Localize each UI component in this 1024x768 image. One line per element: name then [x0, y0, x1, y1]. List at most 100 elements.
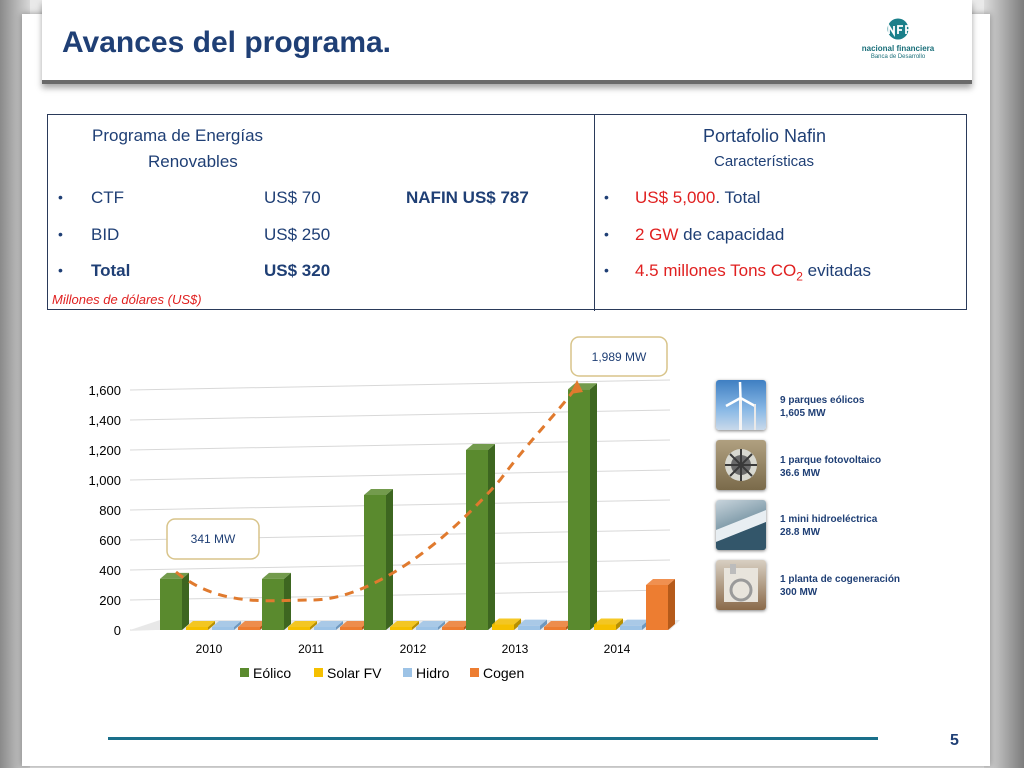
feature-co2-subscript: 2 — [796, 269, 803, 284]
project-solar: 1 parque fotovoltaico 36.6 MW — [780, 454, 881, 480]
row-bid-name: BID — [91, 225, 120, 244]
feature-capacity-value: 2 GW — [635, 225, 679, 244]
y-tick-label: 800 — [99, 503, 121, 518]
slide-header — [42, 0, 972, 84]
growth-trend-arrow — [175, 385, 579, 603]
legend-label: Eólico — [253, 665, 291, 681]
bar-top — [364, 489, 393, 495]
bar-eólico-2011 — [262, 578, 284, 630]
bar-side — [488, 444, 495, 630]
feature-capacity-text: de capacidad — [678, 225, 785, 244]
bar-solar-fv-2012 — [390, 627, 412, 630]
project-cogen-line2: 300 MW — [780, 587, 818, 598]
row-ctf-name: CTF — [91, 188, 125, 207]
logo-name: nacional financiera — [861, 44, 935, 53]
bar-side — [208, 621, 215, 630]
feature-investment-text: . Total — [715, 188, 761, 207]
project-cogen-line1: 1 planta de cogeneración — [780, 574, 901, 585]
x-tick-label: 2011 — [298, 642, 324, 656]
x-tick-label: 2013 — [502, 642, 529, 656]
bar-cogen-2014 — [646, 585, 668, 630]
growth-arrowhead — [570, 380, 583, 394]
grid-line — [129, 379, 671, 391]
x-tick-label: 2010 — [196, 642, 223, 656]
left-header-line1: Programa de Energías — [92, 126, 264, 145]
nafin-logo-icon — [887, 18, 911, 40]
bar-top — [288, 621, 317, 627]
bullet: • — [58, 226, 63, 242]
hydro-dam-icon — [716, 510, 766, 550]
legend-label: Solar FV — [327, 665, 382, 681]
bar-side — [386, 489, 393, 630]
project-wind-line1: 9 parques eólicos — [780, 395, 865, 406]
y-tick-label: 1,200 — [88, 443, 121, 458]
bar-top — [646, 579, 675, 585]
x-tick-label: 2012 — [400, 642, 427, 656]
bar-top — [492, 618, 521, 625]
bar-cogen-2012 — [442, 627, 464, 630]
bar-top — [466, 444, 495, 450]
bullet: • — [604, 262, 609, 278]
chart-x-axis: 2010 2011 2012 2013 2014 — [196, 642, 631, 656]
bar-top — [594, 618, 623, 625]
project-hydro-line2: 28.8 MW — [780, 527, 821, 538]
bullet: • — [58, 262, 63, 278]
bar-cogen-2011 — [340, 627, 362, 630]
info-table: Programa de Energías Renovables Portafol… — [47, 114, 967, 311]
right-shadow — [984, 0, 1024, 768]
bullet: • — [58, 189, 63, 205]
right-subheader: Características — [714, 153, 815, 170]
page-title: Avances del programa. — [62, 26, 392, 59]
row-total-name: Total — [91, 261, 131, 280]
bar-cogen-2013 — [544, 627, 566, 630]
footer-line — [108, 737, 878, 740]
callout-box-start — [166, 518, 260, 560]
bar-side — [668, 579, 675, 630]
hydro-dam-photo — [716, 500, 766, 550]
bar-side — [234, 621, 241, 630]
feature-co2-value: 4.5 millones Tons CO — [635, 261, 797, 280]
bar-top — [262, 572, 291, 579]
bar-solar-fv-2011 — [288, 627, 310, 630]
bar-top — [340, 621, 369, 627]
project-solar-line1: 1 parque fotovoltaico — [780, 455, 882, 466]
left-header-line2: Renovables — [148, 152, 238, 171]
bar-cogen-2010 — [238, 627, 260, 630]
bar-solar-fv-2014 — [594, 624, 616, 630]
legend-label: Hidro — [416, 665, 450, 681]
legend-swatch — [403, 668, 412, 677]
project-wind-line2: 1,605 MW — [780, 408, 826, 419]
bar-top — [442, 621, 471, 627]
bar-hidro-2013 — [518, 625, 540, 630]
bar-solar-fv-2013 — [492, 624, 514, 630]
chart-y-axis: 0 200 400 600 800 1,000 1,200 1,400 1,600 — [88, 383, 121, 638]
page-number: 5 — [950, 732, 959, 749]
bar-hidro-2014 — [620, 625, 642, 630]
bar-hidro-2011 — [314, 627, 336, 630]
y-tick-label: 0 — [114, 623, 121, 638]
feature-co2-text: evitadas — [802, 261, 871, 280]
y-tick-label: 400 — [99, 563, 121, 578]
bar-eólico-2014 — [568, 389, 590, 630]
table-divider — [594, 115, 595, 311]
table-note: Millones de dólares (US$) — [52, 292, 202, 307]
slide — [22, 14, 990, 766]
bar-top — [620, 619, 649, 626]
y-tick-label: 1,400 — [88, 413, 121, 428]
solar-panel-icon — [725, 449, 757, 481]
chart-legend: Eólico Solar FV Hidro Cogen — [240, 665, 524, 681]
bar-top — [212, 621, 241, 627]
wind-turbine-photo — [716, 380, 766, 430]
nafin-total: NAFIN US$ 787 — [406, 188, 529, 207]
project-hydro: 1 mini hidroeléctrica 28.8 MW — [780, 513, 877, 539]
bar-top — [314, 621, 343, 627]
bar-side — [438, 621, 445, 630]
callout-box-end — [570, 336, 668, 377]
project-wind: 9 parques eólicos 1,605 MW — [780, 394, 864, 420]
project-solar-line2: 36.6 MW — [780, 468, 821, 479]
legend-swatch — [240, 668, 249, 677]
cogeneration-plant-icon — [724, 564, 758, 602]
callout-end-text: 1,989 MW — [592, 350, 647, 364]
bar-hidro-2012 — [416, 627, 438, 630]
